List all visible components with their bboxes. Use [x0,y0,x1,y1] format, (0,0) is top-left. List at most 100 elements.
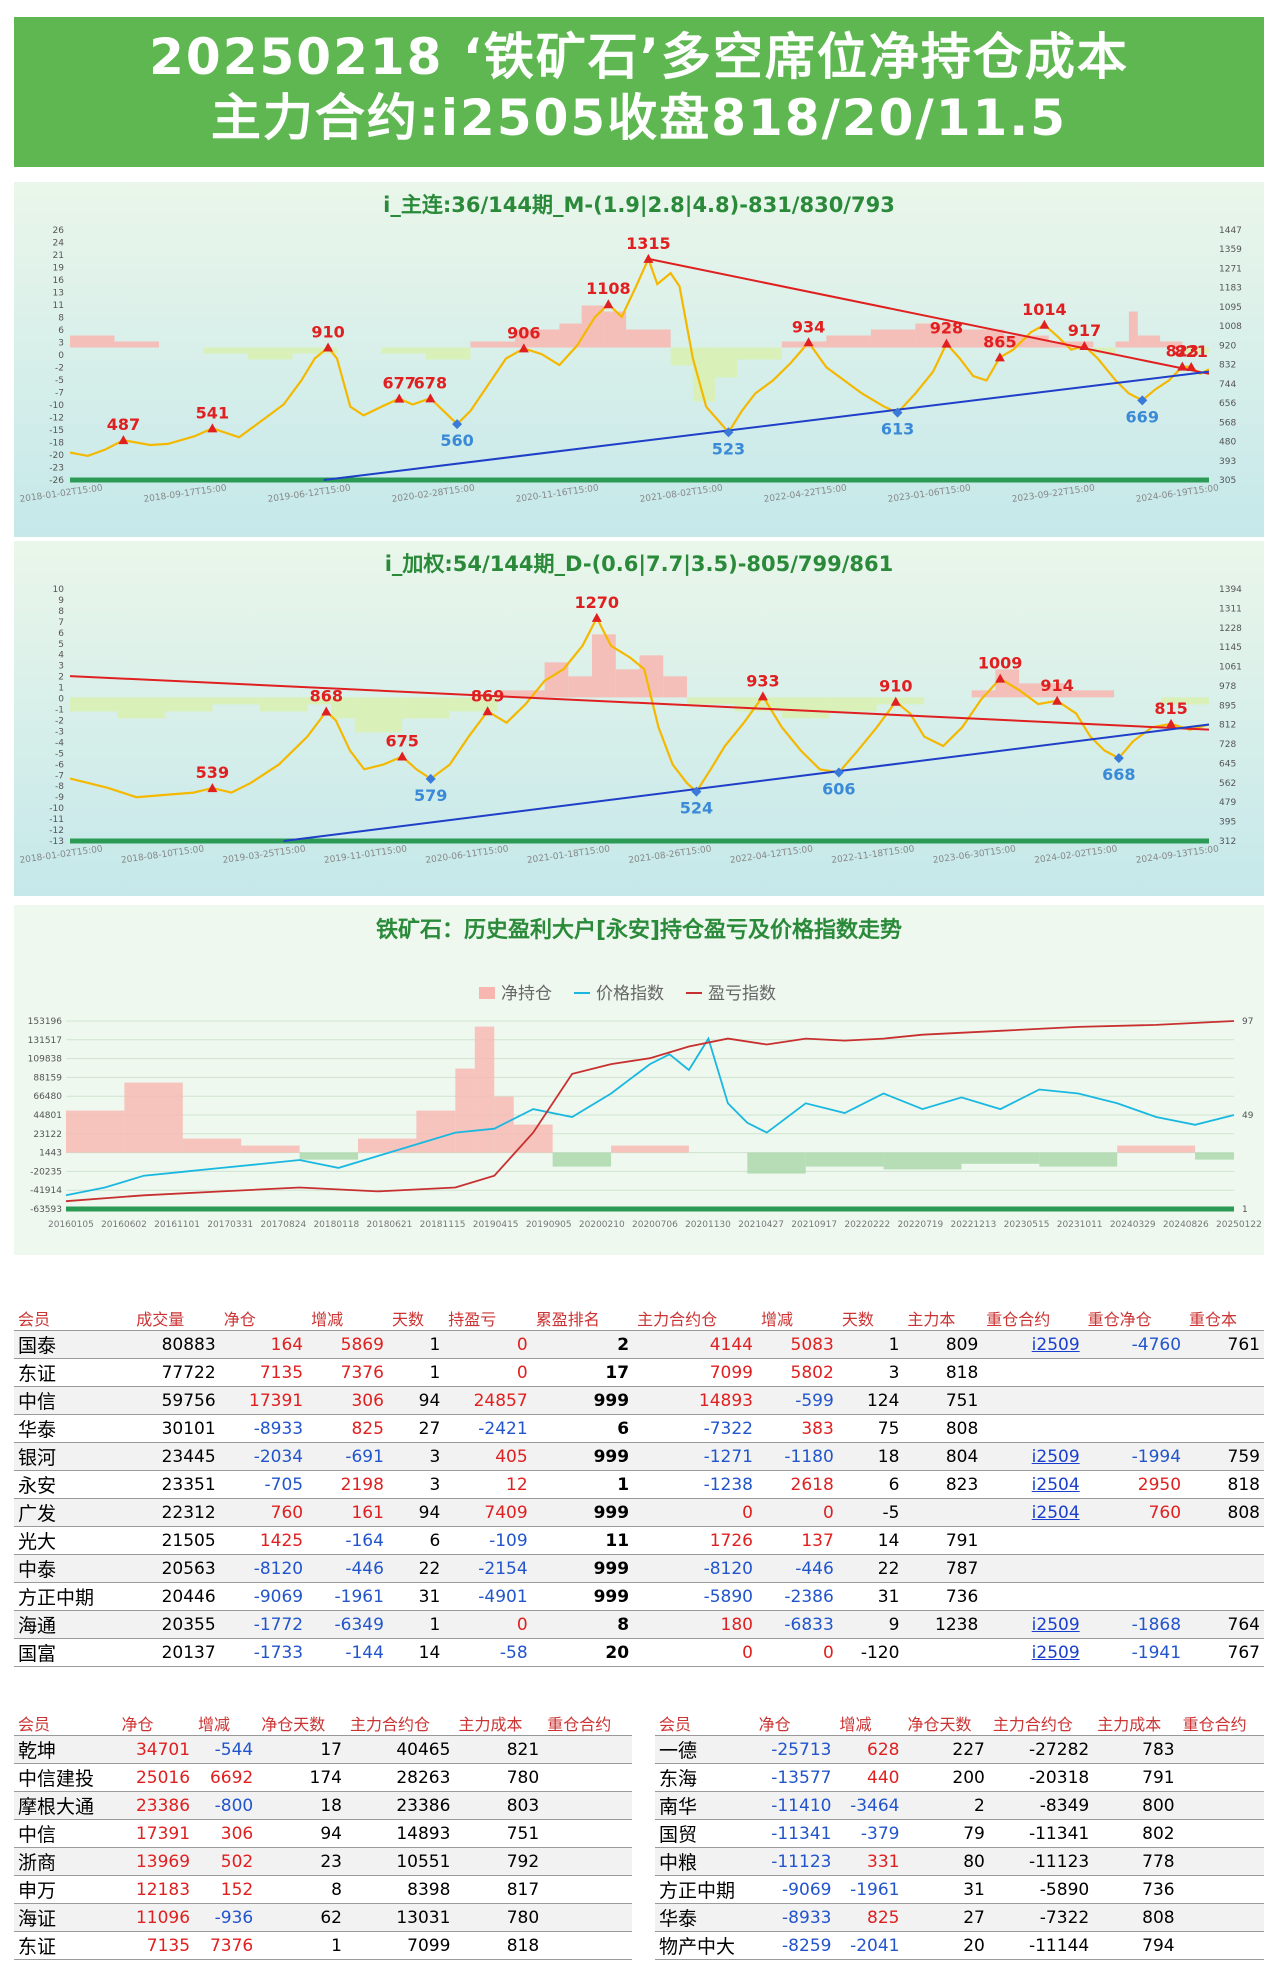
right-tick-label: 1447 [1219,226,1242,236]
table-cell: -9069 [219,1582,308,1611]
right-tick-label: 97 [1242,1017,1253,1027]
chart-title: 铁矿石：历史盈利大户[永安]持仓盈亏及价格指数走势 [376,917,902,943]
table-cell: 40465 [345,1735,455,1764]
table-cell: 3 [387,1470,445,1499]
table-cell[interactable]: i2509 [982,1330,1084,1359]
table-cell: 999 [531,1498,634,1527]
column-header: 重仓净仓 [1083,1306,1186,1331]
table-cell: 7135 [117,1931,195,1960]
price-line [69,255,1210,458]
left-tick-label: -12 [49,414,64,424]
table-row: 华泰 -8933 825 27 -7322 808 [655,1903,1264,1932]
right-tick-label: 1183 [1219,284,1242,294]
table-row: 方正中期 20446 -9069 -1961 31 -4901 999 -5890 -2386 3… [14,1582,1264,1611]
member-name-cell: 浙商 [14,1847,118,1876]
left-tick-label: 4 [58,651,64,661]
table-cell: 28263 [345,1763,455,1792]
net-position-bar [615,669,640,698]
peak-marker [591,612,602,622]
trough-label: 524 [680,799,713,818]
left-tick-label: 109838 [28,1055,63,1065]
table-cell: 787 [903,1554,983,1583]
table-cell: 7099 [345,1931,455,1960]
table-cell[interactable]: i2509 [982,1638,1084,1667]
trough-marker [1113,753,1124,764]
right-tick-label: 393 [1219,457,1236,467]
table-cell[interactable]: i2504 [982,1498,1084,1527]
trough-marker [691,786,702,797]
peak-label: 1009 [978,654,1023,673]
net-position-bar [354,697,403,733]
x-tick-label: 20161101 [154,1220,200,1230]
peak-label: 917 [1068,321,1101,340]
table-cell: -936 [194,1903,258,1932]
table-cell: 760 [1083,1498,1186,1527]
table-row: 东证 7135 7376 1 7099 818 [14,1931,632,1960]
table-cell: 22 [837,1554,904,1583]
trough-marker [1137,395,1148,406]
table-cell: 23 [257,1847,346,1876]
chart-yongan-pnl: 铁矿石：历史盈利大户[永安]持仓盈亏及价格指数走势 净持仓 价格指数 盈亏指数 1531… [14,905,1264,1255]
column-header: 重仓合约 [982,1306,1084,1331]
left-tick-label: -11 [49,815,64,825]
table-cell: -9069 [754,1875,836,1904]
x-tick-label: 20170331 [207,1220,253,1230]
peak-label: 934 [792,317,825,336]
table-cell: 0 [757,1498,838,1527]
peak-label: 910 [879,677,912,696]
table-cell: -6349 [307,1610,388,1639]
net-position-bar [829,697,877,712]
table-cell: 628 [835,1735,904,1764]
table-cell: 20446 [132,1582,220,1611]
table-cell: 800 [1093,1791,1179,1820]
table-cell: 803 [454,1791,544,1820]
member-name-cell: 光大 [14,1526,133,1555]
table-cell: -1941 [1083,1638,1186,1667]
table-cell: 23351 [132,1470,220,1499]
table-cell: 1 [387,1330,445,1359]
peak-marker [995,673,1006,683]
net-position-bar [581,305,604,348]
peak-label: 678 [414,373,447,392]
table-cell: 3 [837,1358,904,1387]
net-position-bar [1182,347,1209,354]
peak-marker [757,691,768,701]
table-cell: 7409 [444,1498,532,1527]
table-cell: 79 [903,1819,989,1848]
table-cell: 1 [257,1931,346,1960]
table3-caption: 净空前8名,总仓量：-99425/-5621 [655,1685,1264,1711]
left-tick-label: 10 [53,585,65,595]
table-cell [543,1819,632,1848]
table-cell: -120 [837,1638,904,1667]
table-row: 东证 77722 7135 7376 1 0 17 7099 5802 3 818 [14,1358,1264,1387]
member-name-cell: 方正中期 [655,1875,755,1904]
table-cell: 804 [903,1442,983,1471]
table-row: 海通 20355 -1772 -6349 1 0 8 180 -6833 9 1238 i2509 -1… [14,1610,1264,1639]
column-header: 净仓 [117,1711,195,1736]
table-cell: 808 [1093,1903,1179,1932]
member-name-cell: 中粮 [655,1847,755,1876]
table1-caption: 成交前12名,成交量420576,净仓量59241/-5491/6980,净持仓… [14,1280,1264,1306]
table-cell [982,1414,1084,1443]
table-row: 永安 23351 -705 2198 3 12 1 -1238 2618 6 823 i2504 295… [14,1470,1264,1499]
net-position-bar [164,697,213,712]
table-cell: -11123 [754,1847,836,1876]
table-cell: 999 [531,1582,634,1611]
peak-label: 933 [746,671,779,690]
table-cell: -446 [307,1554,388,1583]
table-cell: 12 [444,1470,532,1499]
table-cell [543,1791,632,1820]
left-tick-label: -20235 [30,1167,62,1177]
table-cell: 4144 [633,1330,757,1359]
peak-marker [118,435,129,445]
column-header: 主力合约仓 [345,1711,455,1736]
trough-marker [425,773,436,784]
table-cell[interactable]: i2504 [982,1470,1084,1499]
table-cell[interactable]: i2509 [982,1610,1084,1639]
table-cell[interactable]: i2509 [982,1442,1084,1471]
net-position-bar [259,697,308,712]
column-header: 天数 [387,1306,445,1331]
table-cell: 75 [837,1414,904,1443]
net-position-bar [559,323,582,348]
table-cell: 9 [837,1610,904,1639]
